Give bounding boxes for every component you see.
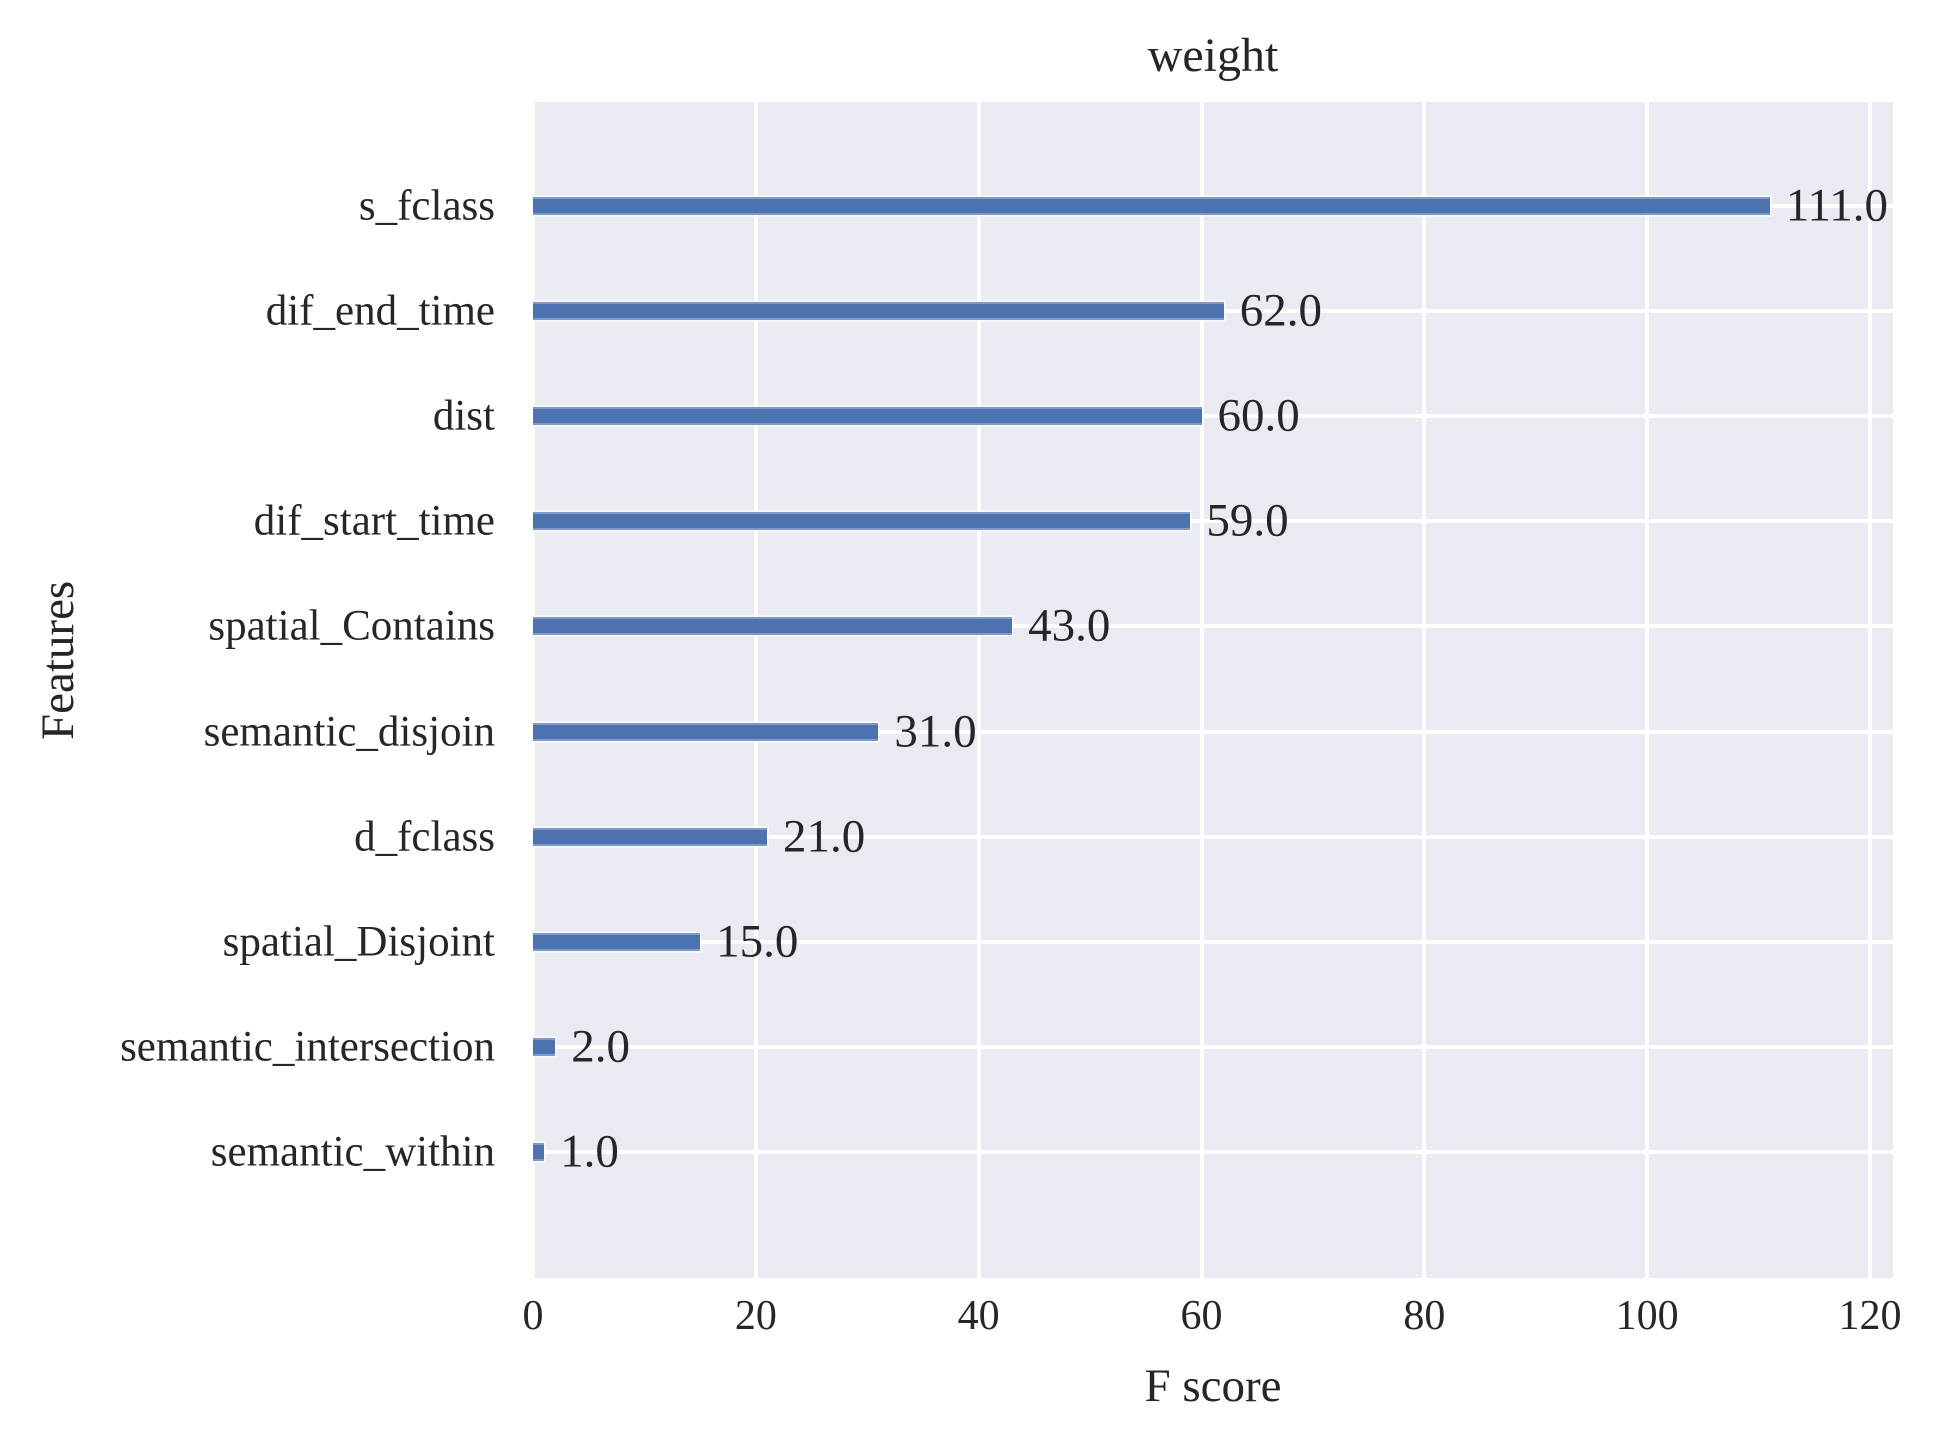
bar [533, 407, 1202, 426]
gridline-horizontal [533, 939, 1893, 944]
gridline-vertical [531, 102, 535, 1278]
y-tick-label: semantic_within [210, 1128, 495, 1176]
y-tick-label: spatial_Contains [208, 602, 495, 650]
x-tick-label: 60 [1180, 1293, 1223, 1339]
bar [533, 827, 767, 846]
bar-value-label: 1.0 [560, 1125, 619, 1178]
y-tick-label: semantic_intersection [120, 1023, 495, 1071]
chart-title: weight [1147, 29, 1279, 82]
bar-value-label: 21.0 [782, 810, 866, 863]
bar-value-label: 111.0 [1785, 179, 1888, 232]
gridline-vertical [753, 102, 758, 1278]
y-tick-label: d_fclass [354, 813, 495, 861]
bar-value-label: 43.0 [1028, 599, 1111, 652]
y-tick-label: dif_start_time [253, 497, 495, 545]
bar-value-label: 62.0 [1239, 284, 1323, 337]
gridline-horizontal [533, 1149, 1893, 1154]
y-axis-label: Features [32, 580, 84, 740]
y-tick-label: semantic_disjoin [203, 708, 495, 755]
bar-value-label: 59.0 [1206, 494, 1289, 547]
gridline-horizontal [533, 414, 1893, 419]
y-tick-label: s_fclass [358, 182, 495, 230]
plot-area [531, 102, 1893, 1278]
x-tick-label: 120 [1838, 1293, 1902, 1339]
bar-value-label: 31.0 [894, 705, 977, 757]
gridline-horizontal [533, 1044, 1893, 1049]
gridline-horizontal [533, 519, 1893, 524]
bar [533, 302, 1224, 321]
bar-value-label: 2.0 [571, 1020, 631, 1073]
x-tick-label: 40 [957, 1293, 1000, 1339]
x-tick-label: 20 [734, 1293, 777, 1339]
gridline-vertical [1868, 102, 1872, 1278]
y-tick-label: dif_end_time [265, 287, 495, 335]
bar-value-label: 15.0 [716, 915, 799, 968]
bar [533, 722, 879, 741]
x-axis-label: F score [1144, 1360, 1282, 1412]
x-tick-label: 100 [1615, 1293, 1679, 1339]
x-tick-label: 0 [522, 1293, 544, 1339]
bar [533, 197, 1770, 215]
y-tick-label: spatial_Disjoint [222, 918, 495, 966]
gridline-vertical [1199, 102, 1204, 1278]
bar [533, 1037, 556, 1056]
bar [533, 512, 1191, 531]
bar-value-label: 60.0 [1217, 389, 1300, 442]
gridline-vertical [976, 102, 981, 1278]
gridline-vertical [1422, 102, 1427, 1278]
bar [533, 932, 701, 951]
gridline-vertical [1645, 102, 1650, 1278]
gridline-horizontal [533, 729, 1893, 734]
x-tick-label: 80 [1403, 1293, 1446, 1339]
gridline-horizontal [533, 834, 1893, 839]
bar [533, 1142, 545, 1161]
y-tick-label: dist [432, 392, 495, 440]
gridline-horizontal [533, 624, 1893, 629]
bar [533, 617, 1013, 636]
